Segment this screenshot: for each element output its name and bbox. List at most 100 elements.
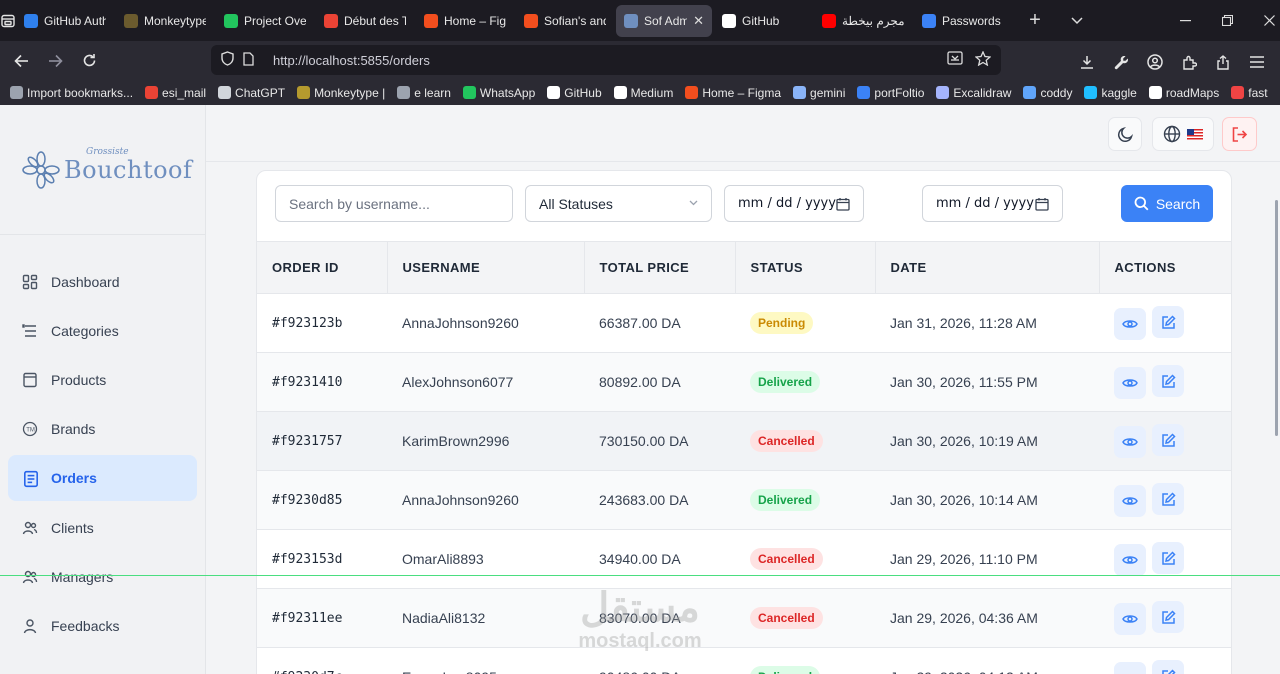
browser-tab[interactable]: GitHub Auth — [16, 5, 114, 37]
total-price-cell: 730150.00 DA — [584, 411, 735, 471]
edit-order-button[interactable] — [1152, 601, 1184, 634]
sidebar-item-products[interactable]: Products — [0, 355, 205, 404]
view-order-button[interactable] — [1114, 366, 1146, 399]
restore-window-icon[interactable] — [1206, 0, 1248, 41]
close-window-icon[interactable] — [1248, 0, 1280, 41]
extensions-icon[interactable] — [1172, 45, 1206, 79]
bookmark-item[interactable]: roadMaps — [1148, 86, 1219, 100]
edit-order-button[interactable] — [1152, 365, 1184, 398]
view-order-button[interactable] — [1114, 307, 1146, 340]
forward-arrow-icon[interactable] — [38, 44, 72, 78]
search-input[interactable]: Search by username... — [275, 185, 513, 222]
bookmark-item[interactable]: esi_mail — [145, 86, 206, 100]
tab-overview-icon[interactable] — [0, 0, 16, 41]
table-row[interactable]: #f923153d OmarAli8893 34940.00 DA Cancelled… — [257, 529, 1231, 589]
table-row[interactable]: #f923123b AnnaJohnson9260 66387.00 DA Pendi… — [257, 293, 1231, 353]
sidebar-item-clients[interactable]: Clients — [0, 503, 205, 552]
browser-tab[interactable]: Project Overv — [216, 5, 314, 37]
view-order-button[interactable] — [1114, 484, 1146, 517]
table-row[interactable]: #f9231410 AlexJohnson6077 80892.00 DA Deliv… — [257, 352, 1231, 412]
actions-cell — [1099, 529, 1231, 589]
browser-tab-label: GitHub — [742, 13, 780, 28]
date-from-input[interactable]: mm / dd / yyyy — [724, 185, 864, 222]
downloads-icon[interactable] — [1070, 45, 1104, 79]
bookmark-item[interactable]: kaggle — [1084, 86, 1137, 100]
browser-tab-label: GitHub Auth — [44, 13, 106, 28]
language-switch-button[interactable] — [1152, 117, 1214, 151]
bookmark-label: Medium — [630, 85, 674, 100]
edit-order-button[interactable] — [1152, 542, 1184, 575]
date-to-input[interactable]: mm / dd / yyyy — [922, 185, 1063, 222]
browser-tab[interactable]: Home – Figm — [416, 5, 514, 37]
sidebar-item-categories[interactable]: Categories — [0, 306, 205, 355]
table-row[interactable]: #f9231757 KarimBrown2996 730150.00 DA Cance… — [257, 411, 1231, 471]
browser-tab[interactable]: Monkeytype — [116, 5, 214, 37]
eye-icon — [1122, 615, 1138, 623]
url-text[interactable]: http://localhost:5855/orders — [273, 52, 430, 68]
bookmark-item[interactable]: Excalidraw — [936, 86, 1011, 100]
bookmark-item[interactable]: portFoltio — [857, 86, 924, 100]
view-order-button[interactable] — [1114, 602, 1146, 635]
sidebar-item-feedbacks[interactable]: Feedbacks — [0, 601, 205, 650]
bookmark-item[interactable]: gemini — [793, 86, 845, 100]
sidebar-item-brands[interactable]: TM Brands — [0, 404, 205, 453]
page-scrollbar[interactable] — [1275, 200, 1278, 436]
sidebar-item-managers[interactable]: Managers — [0, 552, 205, 601]
sidebar-item-orders[interactable]: Orders — [8, 455, 197, 501]
table-row[interactable]: #f9230d7cEmmaLee809590486.00 DA Delivered… — [257, 647, 1231, 674]
bookmark-favicon-icon — [145, 86, 159, 99]
bookmark-item[interactable]: e learn — [397, 86, 451, 100]
calendar-icon[interactable] — [1035, 197, 1049, 211]
view-order-button[interactable] — [1114, 543, 1146, 576]
bookmark-item[interactable]: Import bookmarks... — [10, 86, 133, 100]
minimize-window-icon[interactable] — [1164, 0, 1206, 41]
hamburger-menu-icon[interactable] — [1240, 45, 1274, 79]
bookmark-item[interactable]: WhatsApp — [462, 86, 535, 100]
search-button[interactable]: Search — [1121, 185, 1213, 222]
bookmark-item[interactable]: GitHub — [547, 86, 602, 100]
url-bar[interactable]: http://localhost:5855/orders — [211, 45, 1001, 75]
reader-view-icon[interactable] — [947, 51, 963, 69]
logout-button[interactable] — [1222, 117, 1257, 151]
browser-tab[interactable]: Début des T — [316, 5, 414, 37]
browser-tab[interactable]: GitHub — [714, 5, 812, 37]
sidebar-item-dashboard[interactable]: Dashboard — [0, 257, 205, 306]
reload-icon[interactable] — [72, 44, 106, 78]
close-tab-icon[interactable]: ✕ — [693, 12, 704, 28]
bookmark-item[interactable]: Home – Figma — [685, 86, 781, 100]
view-order-button[interactable] — [1114, 425, 1146, 458]
tab-list-chevron-icon[interactable] — [1056, 0, 1098, 41]
browser-tab[interactable]: مجرم بيخطة — [814, 5, 912, 37]
bookmark-item[interactable]: fast — [1231, 86, 1268, 100]
bookmark-item[interactable]: ChatGPT — [218, 86, 285, 100]
browser-tab[interactable]: Sofian's and — [516, 5, 614, 37]
bookmark-label: e learn — [414, 85, 451, 100]
bookmark-item[interactable]: coddy — [1023, 86, 1072, 100]
browser-tab[interactable]: Sof Admi ✕ — [616, 4, 712, 37]
new-tab-icon[interactable]: + — [1029, 9, 1041, 31]
orders-icon — [22, 470, 38, 488]
edit-order-button[interactable] — [1152, 424, 1184, 457]
eye-icon — [1122, 438, 1138, 446]
browser-tab[interactable]: Passwords — [914, 5, 1012, 37]
watermark-arabic: مستقل — [580, 586, 700, 630]
shield-icon[interactable] — [221, 51, 243, 69]
edit-order-button[interactable] — [1152, 660, 1184, 674]
edit-order-button[interactable] — [1152, 306, 1184, 339]
bookmark-item[interactable]: Monkeytype | — [297, 86, 385, 100]
calendar-icon[interactable] — [836, 197, 850, 211]
brand-logo[interactable]: Grossiste Bouchtoof — [0, 105, 205, 235]
back-arrow-icon[interactable] — [4, 44, 38, 78]
view-order-button[interactable] — [1114, 661, 1146, 674]
dark-mode-toggle-button[interactable] — [1108, 117, 1142, 151]
bookmark-star-icon[interactable] — [974, 50, 992, 69]
table-row[interactable]: #f92311ee NadiaAli8132 83070.00 DA Cancelle… — [257, 588, 1231, 648]
wrench-icon[interactable] — [1104, 45, 1138, 79]
share-icon[interactable] — [1206, 45, 1240, 79]
bookmark-item[interactable]: Medium — [613, 85, 674, 100]
edit-order-button[interactable] — [1152, 483, 1184, 516]
gmail-icon — [324, 13, 338, 28]
status-select[interactable]: All Statuses — [525, 185, 712, 222]
account-icon[interactable] — [1138, 45, 1172, 79]
table-row[interactable]: #f9230d85 AnnaJohnson9260 243683.00 DA Deli… — [257, 470, 1231, 530]
